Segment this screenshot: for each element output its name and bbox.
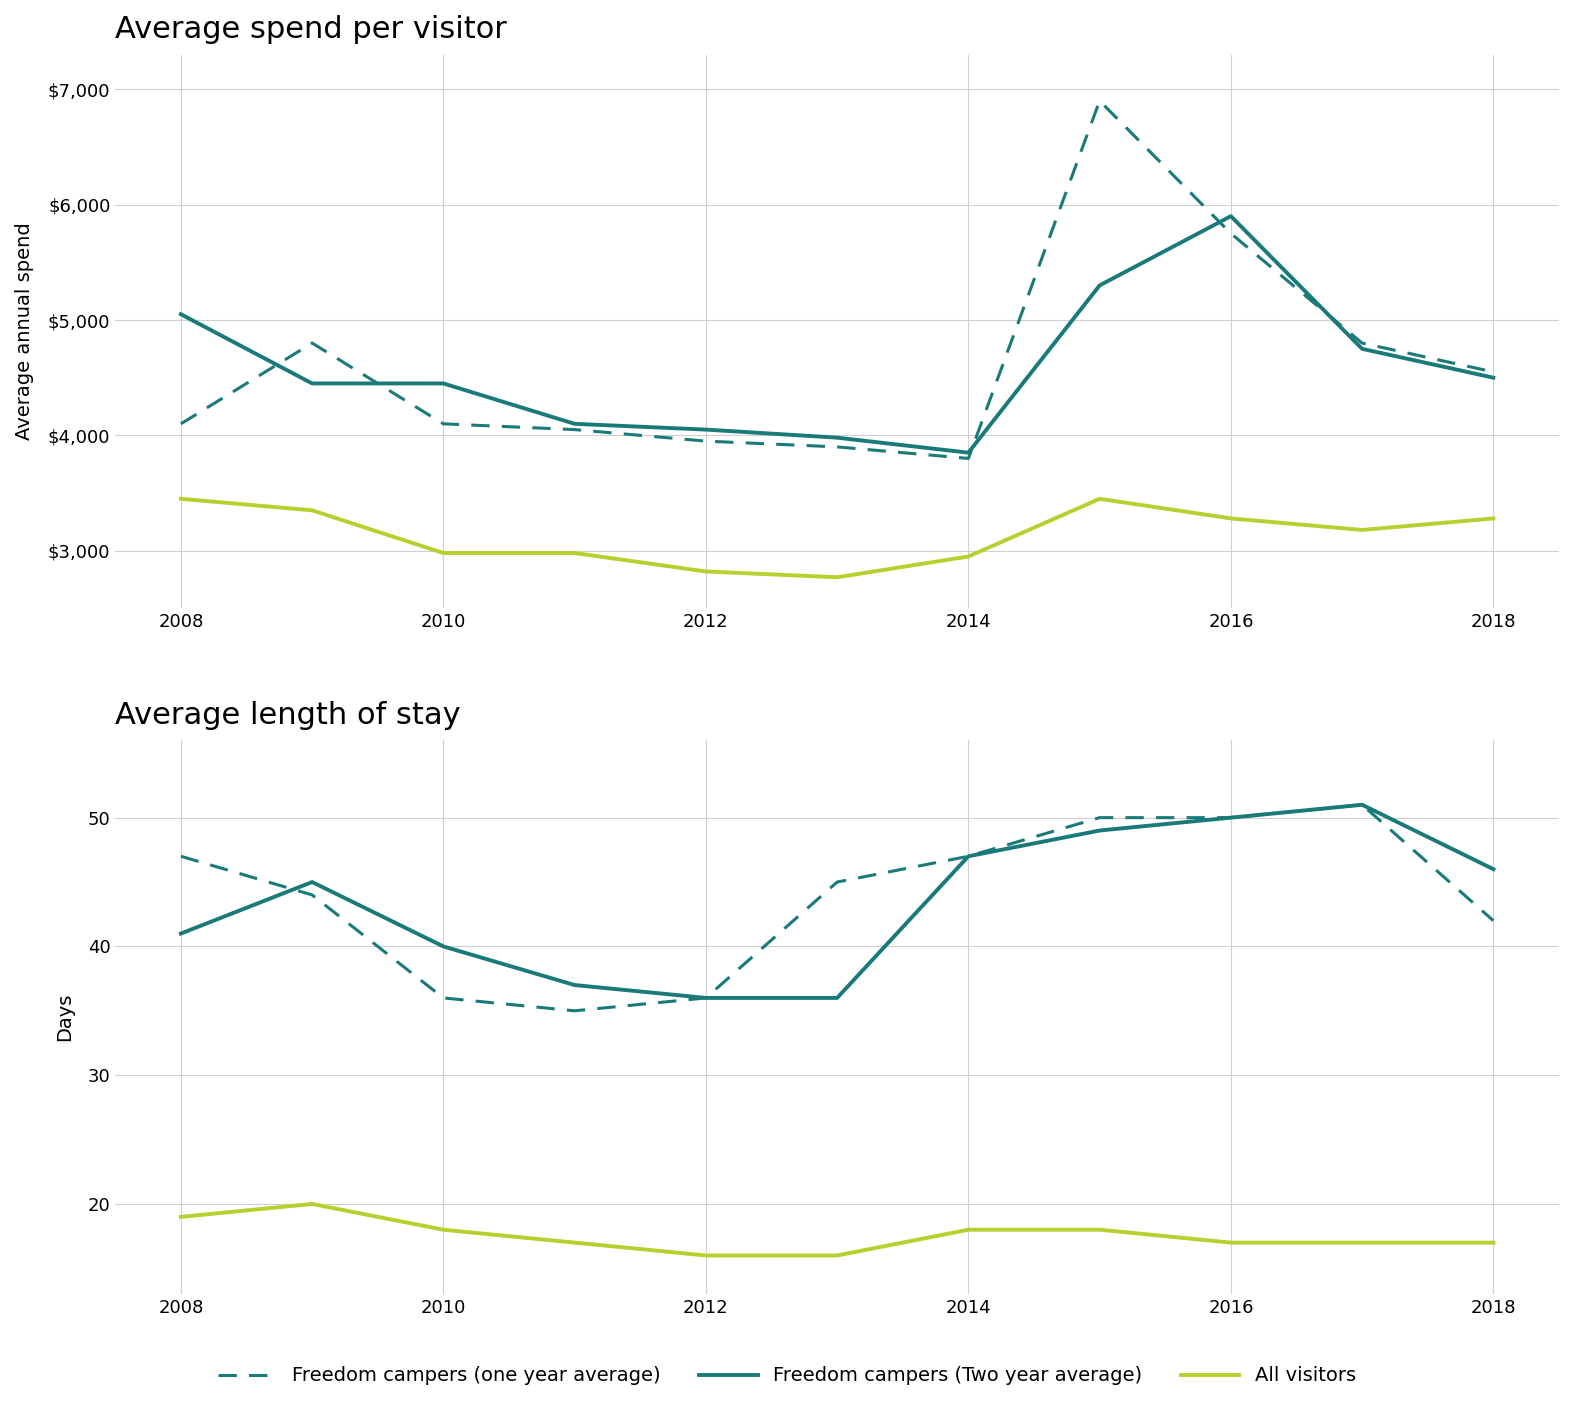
All visitors: [959, 548, 977, 565]
All visitors: [434, 544, 453, 561]
All visitors: [1352, 521, 1371, 538]
Legend: Freedom campers (one year average), Freedom campers (Two year average), All visi: Freedom campers (one year average), Free…: [209, 1359, 1365, 1393]
Freedom campers (one year average): [565, 421, 584, 438]
Freedom campers (one year average): [302, 334, 321, 351]
Freedom campers (Two year average): [696, 989, 715, 1006]
Freedom campers (Two year average): [1221, 208, 1240, 225]
All visitors: [828, 1247, 847, 1264]
Freedom campers (Two year average): [1484, 370, 1503, 387]
Freedom campers (Two year average): [959, 847, 977, 864]
Freedom campers (one year average): [828, 438, 847, 455]
All visitors: [1221, 1234, 1240, 1251]
Line: Freedom campers (Two year average): Freedom campers (Two year average): [181, 217, 1494, 452]
All visitors: [434, 1221, 453, 1238]
Freedom campers (one year average): [565, 1002, 584, 1019]
Freedom campers (one year average): [172, 415, 190, 432]
Freedom campers (one year average): [828, 873, 847, 890]
Freedom campers (one year average): [1484, 913, 1503, 930]
Text: Average spend per visitor: Average spend per visitor: [115, 16, 507, 44]
Freedom campers (Two year average): [434, 938, 453, 955]
All visitors: [1352, 1234, 1371, 1251]
All visitors: [172, 490, 190, 507]
Line: All visitors: All visitors: [181, 1204, 1494, 1255]
Freedom campers (one year average): [172, 847, 190, 864]
All visitors: [302, 1196, 321, 1213]
Freedom campers (one year average): [1484, 363, 1503, 380]
Freedom campers (Two year average): [172, 306, 190, 323]
Freedom campers (Two year average): [828, 989, 847, 1006]
All visitors: [1484, 1234, 1503, 1251]
Freedom campers (Two year average): [1221, 809, 1240, 826]
Freedom campers (one year average): [959, 451, 977, 468]
Freedom campers (one year average): [1221, 225, 1240, 242]
All visitors: [1221, 510, 1240, 527]
Line: Freedom campers (one year average): Freedom campers (one year average): [181, 101, 1494, 459]
Freedom campers (one year average): [1352, 334, 1371, 351]
All visitors: [1484, 510, 1503, 527]
Freedom campers (one year average): [696, 989, 715, 1006]
Freedom campers (Two year average): [1091, 822, 1110, 839]
Freedom campers (Two year average): [1352, 796, 1371, 813]
All visitors: [565, 1234, 584, 1251]
Line: Freedom campers (Two year average): Freedom campers (Two year average): [181, 805, 1494, 998]
Freedom campers (Two year average): [302, 376, 321, 393]
Freedom campers (Two year average): [696, 421, 715, 438]
Freedom campers (one year average): [1221, 809, 1240, 826]
All visitors: [302, 502, 321, 519]
All visitors: [1091, 490, 1110, 507]
Freedom campers (Two year average): [434, 376, 453, 393]
Freedom campers (one year average): [434, 415, 453, 432]
All visitors: [696, 1247, 715, 1264]
Freedom campers (one year average): [434, 989, 453, 1006]
Y-axis label: Days: Days: [55, 993, 74, 1041]
Text: Average length of stay: Average length of stay: [115, 701, 461, 730]
Freedom campers (Two year average): [959, 444, 977, 461]
Freedom campers (one year average): [696, 432, 715, 449]
Freedom campers (Two year average): [1352, 340, 1371, 357]
All visitors: [1091, 1221, 1110, 1238]
Freedom campers (one year average): [1091, 809, 1110, 826]
All visitors: [565, 544, 584, 561]
Freedom campers (Two year average): [1484, 860, 1503, 877]
Line: Freedom campers (one year average): Freedom campers (one year average): [181, 805, 1494, 1010]
All visitors: [172, 1209, 190, 1226]
All visitors: [828, 568, 847, 585]
Freedom campers (Two year average): [172, 925, 190, 942]
Freedom campers (one year average): [302, 887, 321, 904]
All visitors: [696, 563, 715, 580]
Freedom campers (Two year average): [565, 976, 584, 993]
Line: All visitors: All visitors: [181, 499, 1494, 577]
Freedom campers (Two year average): [1091, 276, 1110, 293]
Freedom campers (Two year average): [565, 415, 584, 432]
Freedom campers (one year average): [959, 847, 977, 864]
Y-axis label: Average annual spend: Average annual spend: [16, 222, 35, 441]
Freedom campers (one year average): [1091, 92, 1110, 109]
Freedom campers (one year average): [1352, 796, 1371, 813]
Freedom campers (Two year average): [828, 429, 847, 446]
All visitors: [959, 1221, 977, 1238]
Freedom campers (Two year average): [302, 873, 321, 890]
